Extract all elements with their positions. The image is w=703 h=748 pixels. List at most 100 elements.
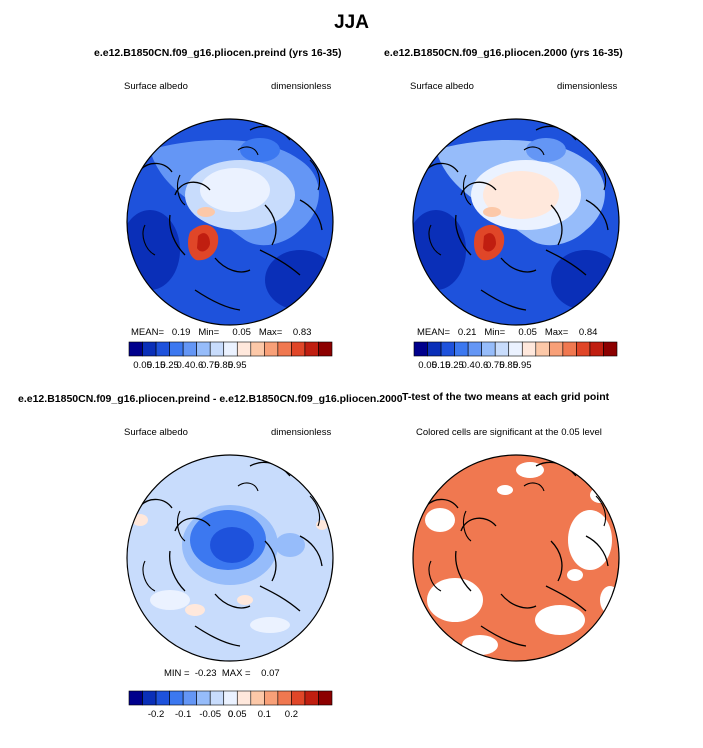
colorbar-swatch xyxy=(291,341,306,357)
colorbar-swatch xyxy=(603,341,618,357)
colorbar-swatch xyxy=(223,690,238,706)
panel-3-map-border xyxy=(126,454,334,662)
panel-1-stats: MEAN= 0.19 Min= 0.05 Max= 0.83 xyxy=(131,327,311,338)
colorbar-swatch xyxy=(535,341,550,357)
colorbar-swatch xyxy=(142,341,157,357)
panel-3-variable-label: Surface albedo xyxy=(124,427,188,438)
colorbar-tick-label: -0.2 xyxy=(148,709,164,720)
colorbar-tick-label: 0.75 xyxy=(486,360,505,371)
min-value: 0.05 xyxy=(518,327,537,338)
panel-3-map xyxy=(127,455,333,661)
colorbar-swatch xyxy=(264,690,279,706)
max-value: 0.83 xyxy=(292,327,312,338)
colorbar-swatch xyxy=(182,690,197,706)
colorbar-tick-label: 0.25 xyxy=(445,360,464,371)
panel-1-colorbar: 0.050.150.250.4 0.60.750.850.95 xyxy=(128,341,333,371)
colorbar-swatch xyxy=(291,690,306,706)
colorbar-swatch xyxy=(589,341,604,357)
max-label: Max= xyxy=(258,327,283,338)
panel-2-stats: MEAN= 0.21 Min= 0.05 Max= 0.84 xyxy=(417,327,597,338)
colorbar-tick-label: 0.05 xyxy=(418,360,437,371)
max-label: Max= xyxy=(544,327,569,338)
colorbar-swatch xyxy=(467,341,482,357)
colorbar-tick-label: 0.95 xyxy=(228,360,247,371)
colorbar-swatch xyxy=(440,341,455,357)
colorbar-swatch xyxy=(277,341,292,357)
colorbar-tick-label: 0 xyxy=(228,709,233,720)
colorbar-swatch xyxy=(142,690,157,706)
max-label: MAX = xyxy=(221,668,251,679)
panel-2-map xyxy=(413,119,619,325)
panel-2-map-border xyxy=(412,118,620,326)
colorbar-swatch xyxy=(236,690,252,706)
min-label: Min= xyxy=(484,327,506,338)
panel-4-title: T-test of the two means at each grid poi… xyxy=(402,391,610,403)
colorbar-swatch xyxy=(128,341,143,357)
colorbar-swatch xyxy=(196,341,211,357)
colorbar-tick-label: 0.85 xyxy=(499,360,518,371)
panel-3-units-label: dimensionless xyxy=(271,427,332,438)
colorbar-swatch xyxy=(209,690,225,706)
colorbar-swatch xyxy=(169,690,184,706)
colorbar-tick-label: 0.85 xyxy=(214,360,233,371)
panel-1-variable-label: Surface albedo xyxy=(124,81,188,92)
colorbar-tick-label: 0.95 xyxy=(513,360,532,371)
colorbar-tick-label: 0.4 xyxy=(462,360,475,371)
colorbar-tick-label: 0.2 xyxy=(285,709,298,720)
colorbar-swatch xyxy=(494,341,510,357)
panel-2-variable-label: Surface albedo xyxy=(410,81,474,92)
panel-1-title: e.e12.B1850CN.f09_g16.pliocen.preind (yr… xyxy=(94,47,342,59)
min-value: 0.05 xyxy=(232,327,251,338)
colorbar-swatch xyxy=(250,341,265,357)
colorbar-swatch xyxy=(169,341,184,357)
colorbar-swatch xyxy=(155,690,170,706)
panel-3-colorbar: -0.2 -0.1 -0.05 00.05 0.1 0.2 xyxy=(128,690,333,720)
colorbar-tick-label: -0.1 xyxy=(175,709,191,720)
colorbar-swatch xyxy=(454,341,469,357)
panel-3-title: e.e12.B1850CN.f09_g16.pliocen.preind - e… xyxy=(18,393,403,405)
panel-4-subtitle: Colored cells are significant at the 0.0… xyxy=(416,427,602,438)
colorbar-swatch xyxy=(209,341,225,357)
colorbar-swatch xyxy=(250,690,265,706)
mean-value: 0.21 xyxy=(457,327,477,338)
min-label: MIN = xyxy=(164,668,190,679)
colorbar-swatch xyxy=(196,690,211,706)
colorbar-swatch xyxy=(549,341,564,357)
figure-title: JJA xyxy=(334,12,369,33)
mean-label: MEAN= xyxy=(131,327,164,338)
panel-2-title: e.e12.B1850CN.f09_g16.pliocen.2000 (yrs … xyxy=(384,47,623,59)
colorbar-swatch xyxy=(236,341,252,357)
min-value: -0.23 xyxy=(194,668,217,679)
colorbar-tick-label: 0.1 xyxy=(258,709,271,720)
colorbar-tick-label: 0.15 xyxy=(147,360,166,371)
colorbar-swatch xyxy=(182,341,197,357)
colorbar-swatch xyxy=(427,341,442,357)
colorbar-swatch xyxy=(521,341,537,357)
panel-1-units-label: dimensionless xyxy=(271,81,332,92)
colorbar-swatch xyxy=(155,341,170,357)
colorbar-swatch xyxy=(481,341,496,357)
colorbar-swatch xyxy=(576,341,591,357)
panel-2-units-label: dimensionless xyxy=(557,81,618,92)
panel-3-stats: MIN = -0.23 MAX = 0.07 xyxy=(164,668,280,679)
colorbar-swatch xyxy=(264,341,279,357)
colorbar-swatch xyxy=(508,341,523,357)
colorbar-tick-label: 0.6 xyxy=(190,360,203,371)
colorbar-tick-label: -0.05 xyxy=(199,709,221,720)
colorbar-swatch xyxy=(562,341,577,357)
colorbar-swatch xyxy=(318,690,333,706)
colorbar-tick-label: 0.25 xyxy=(160,360,179,371)
max-value: 0.84 xyxy=(578,327,598,338)
panel-1-map-border xyxy=(126,118,334,326)
max-value: 0.07 xyxy=(261,668,280,679)
colorbar-swatch xyxy=(223,341,238,357)
mean-label: MEAN= xyxy=(417,327,450,338)
colorbar-tick-label: 0.4 xyxy=(177,360,190,371)
colorbar-tick-label: 0.15 xyxy=(432,360,451,371)
colorbar-tick-label: 0.05 xyxy=(133,360,152,371)
colorbar-tick-label: 0.6 xyxy=(475,360,488,371)
colorbar-swatch xyxy=(318,341,333,357)
colorbar-tick-label: 0.05 xyxy=(228,709,247,720)
colorbar-swatch xyxy=(304,341,319,357)
